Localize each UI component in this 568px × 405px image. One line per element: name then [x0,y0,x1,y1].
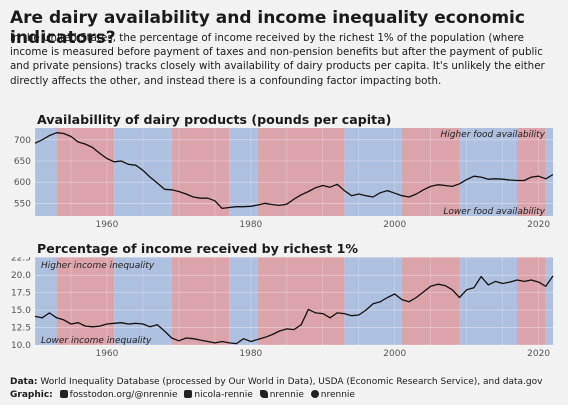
income-x-tick-label: 2000 [383,349,406,359]
income-period-band [344,257,402,345]
income-annotation-top: Higher income inequality [41,261,155,271]
dairy-period-band [229,128,259,216]
dairy-y-tick-label: 650 [14,157,31,167]
income-annotation-bottom: Lower income inequality [41,336,152,346]
footer-data-line: Data: World Inequality Database (process… [10,376,542,388]
income-period-band [171,257,230,345]
dairy-chart: 550 600 650 700 1960 1980 2000 2020 Higher food … [14,128,554,230]
income-period-band [114,257,172,345]
income-period-band [545,257,553,345]
dairy-x-tick-label: 1980 [239,220,262,230]
dairy-annotation-bottom: Lower food availability [443,207,545,217]
page-title: Are dairy availability and income inequa… [10,8,525,48]
income-y-tick-label: 20.0 [11,271,31,281]
linkedin-handle[interactable]: nicola-rennie [194,390,253,400]
income-x-tick-label: 1960 [95,349,118,359]
income-y-tick-label: 17.5 [11,289,31,299]
income-period-band [459,257,518,345]
dairy-period-band [401,128,460,216]
dairy-x-tick-label: 2020 [527,220,550,230]
income-y-tick-label: 10.0 [11,341,31,351]
income-period-band [517,257,546,345]
mastodon-icon [59,390,68,398]
income-period-band [56,257,115,345]
income-y-tick-label: 15.0 [11,306,31,316]
income-y-tick-label: 22.5 [11,257,31,264]
dairy-period-band [545,128,553,216]
dairy-period-band [35,128,57,216]
income-x-tick-label: 1980 [239,349,262,359]
dairy-period-band [171,128,230,216]
dairy-x-tick-label: 2000 [383,220,406,230]
dairy-period-band [56,128,115,216]
dairy-x-tick-label: 1960 [95,220,118,230]
dairy-period-band [517,128,546,216]
footer-data-label: Data: [10,377,38,387]
dairy-chart-title: Availabillity of dairy products (pounds … [37,112,392,127]
github-icon [310,390,319,398]
dairy-series-line [34,132,554,210]
dairy-period-band [258,128,345,216]
income-period-band [258,257,345,345]
income-series-line [34,275,554,345]
mastodon-handle[interactable]: fosstodon.org/@nrennie [69,390,178,400]
dairy-period-band [344,128,402,216]
footer-graphic-line: Graphic: fosstodon.org/@nrennie nicola-r… [10,389,355,401]
income-x-tick-label: 2020 [527,349,550,359]
dairy-period-band [114,128,172,216]
dairy-period-band [459,128,518,216]
dairy-annotation-top: Higher food availability [441,130,546,140]
footer-graphic-label: Graphic: [10,390,53,400]
income-y-tick-label: 12.5 [11,324,31,334]
income-period-band [35,257,57,345]
income-chart-title: Percentage of income received by richest… [37,241,358,256]
linkedin-icon [184,390,193,398]
dairy-y-tick-label: 550 [14,199,31,209]
footer-data-sources: World Inequality Database (processed by … [40,377,543,387]
dairy-y-tick-label: 700 [14,136,31,146]
dairy-y-tick-label: 600 [14,178,31,188]
income-period-band [229,257,259,345]
github-handle[interactable]: nrennie [320,390,355,400]
page-subtitle: In the United States, the percentage of … [10,32,545,87]
bluesky-icon [259,390,268,398]
income-chart: 10.0 12.5 15.0 17.5 20.0 22.5 1960 1980 2000 2020… [11,257,554,359]
bluesky-handle[interactable]: nrennie [269,390,304,400]
